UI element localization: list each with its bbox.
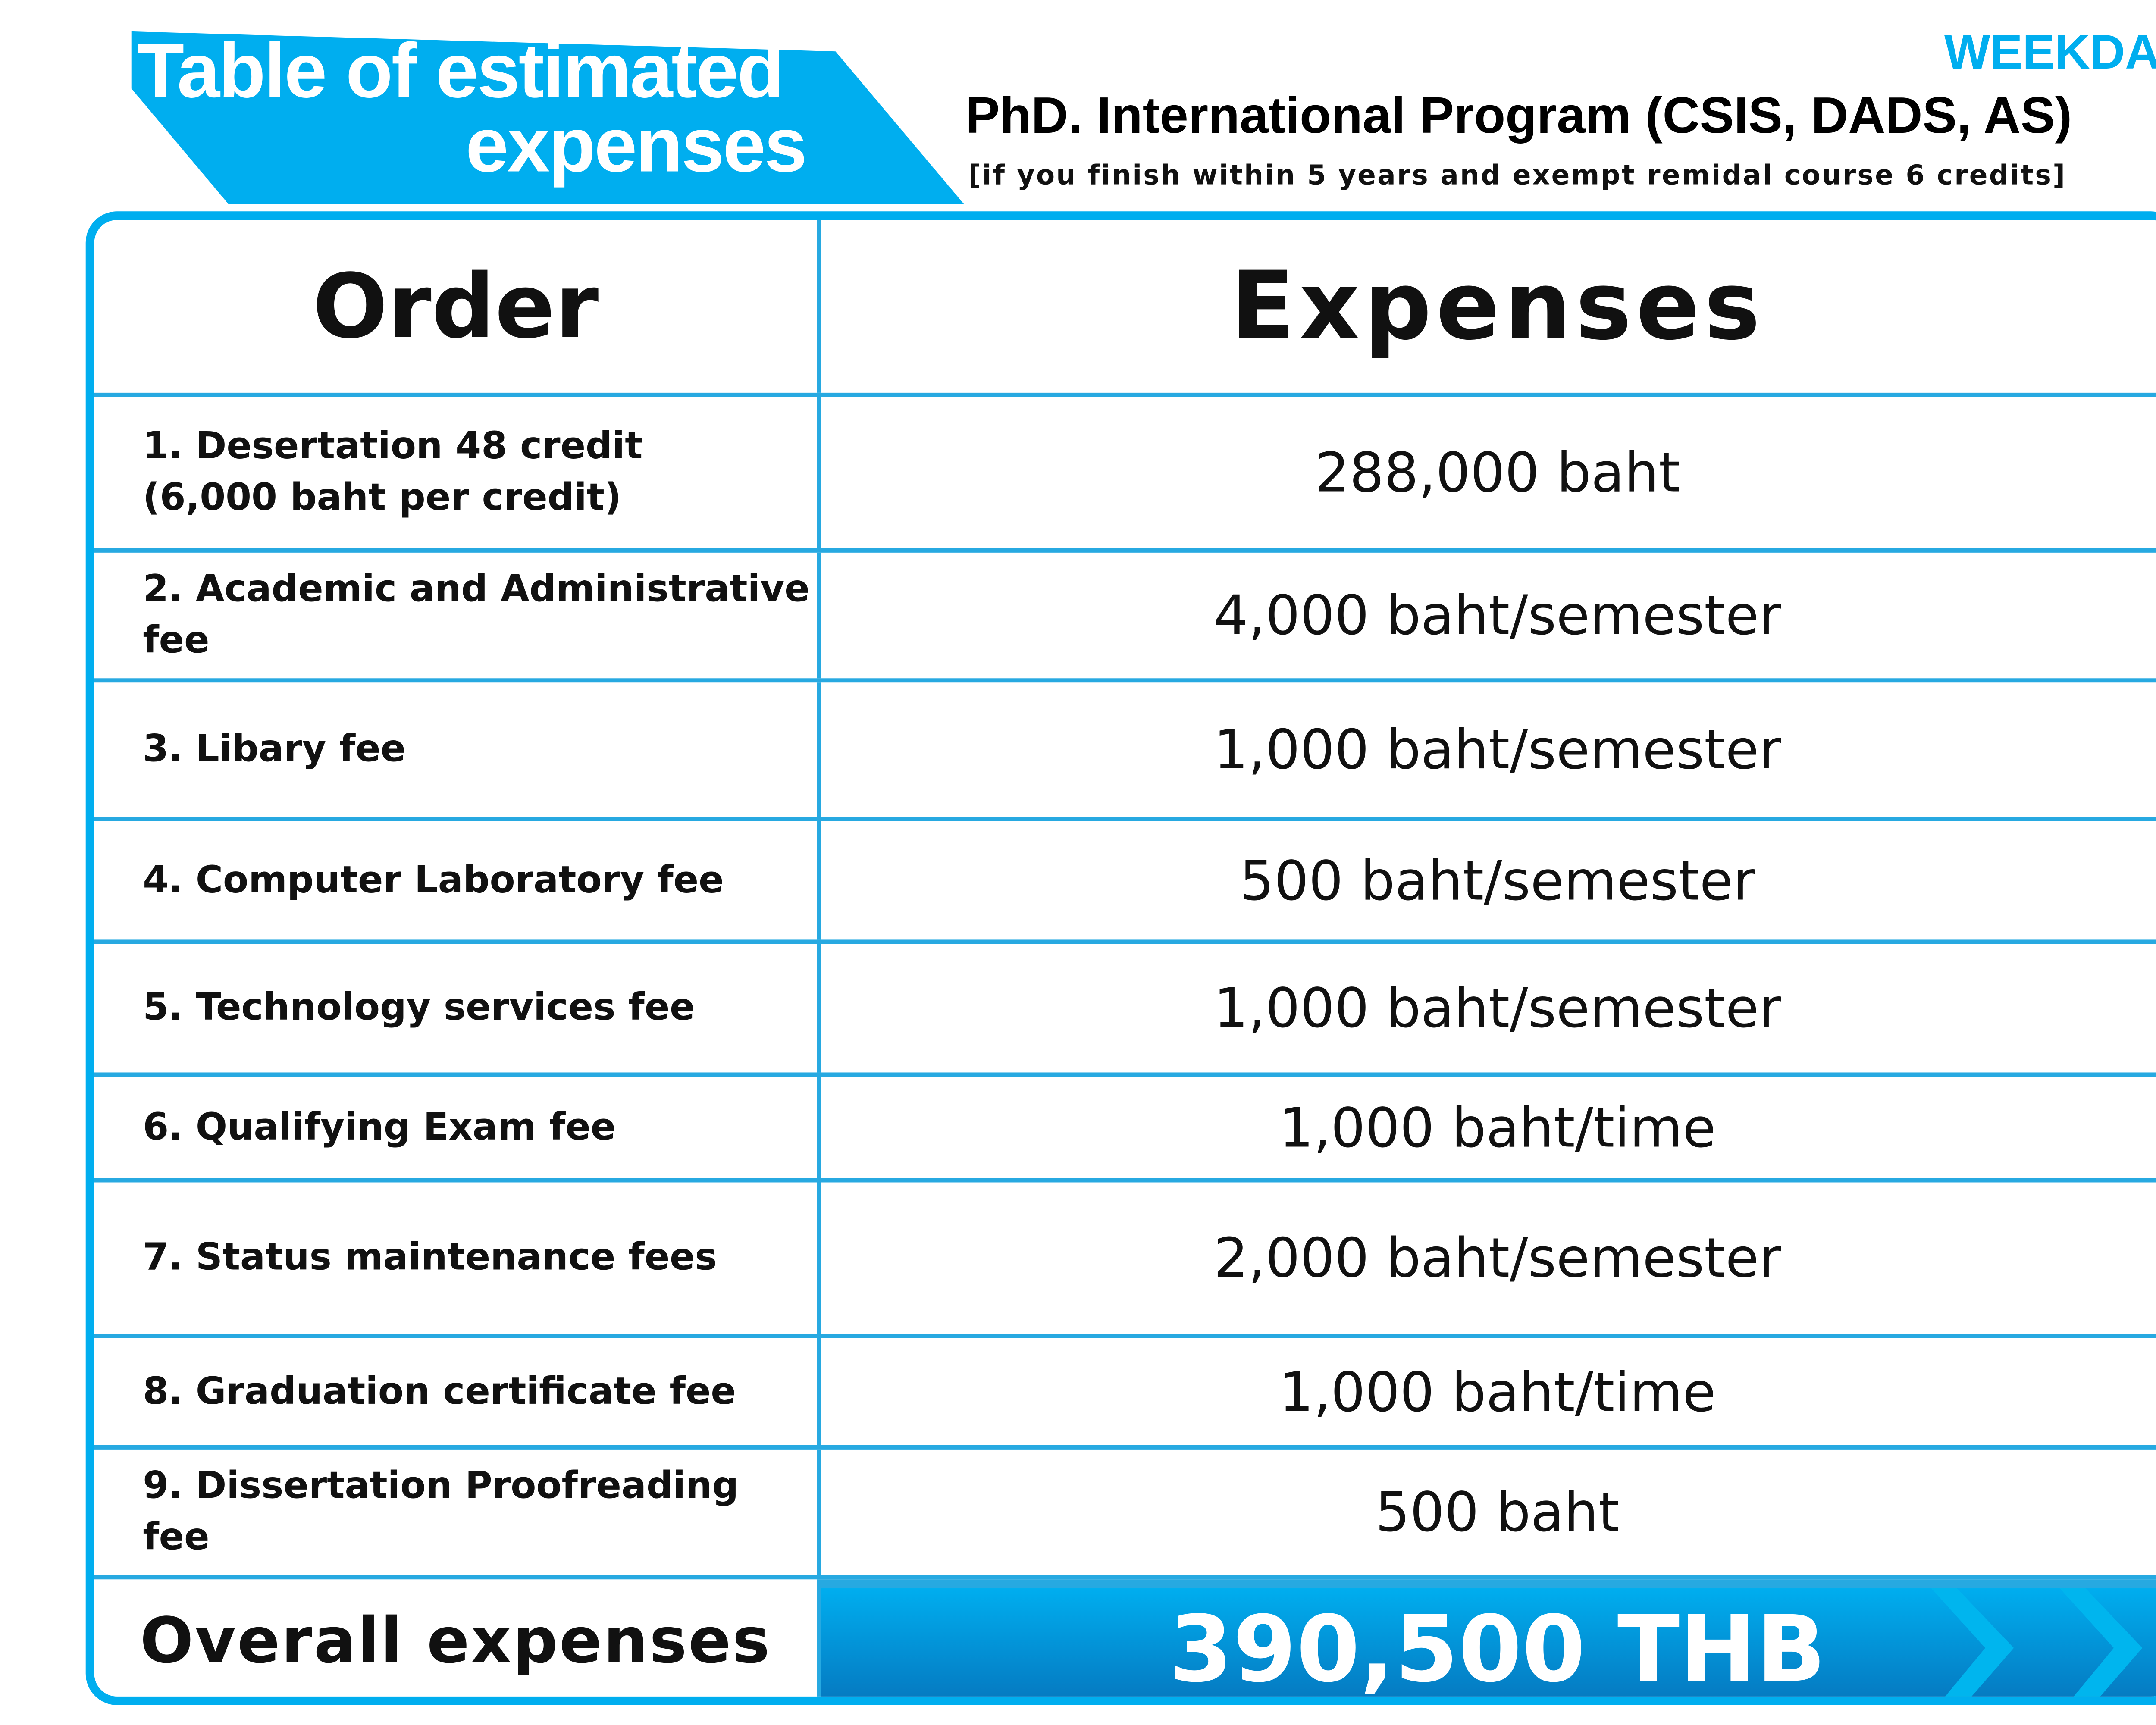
table-row: 6. Qualifying Exam fee 1,000 baht/time	[94, 1077, 2156, 1183]
schedule-label: WEEKDAY	[1944, 25, 2156, 80]
total-row: Overall expenses 390,500 THB	[94, 1579, 2156, 1704]
order-header: Order	[94, 220, 821, 393]
total-label: Overall expenses	[94, 1579, 821, 1697]
total-cell: 390,500 THB	[821, 1579, 2156, 1704]
order-sublabel: (6,000 baht per credit)	[143, 477, 622, 520]
condition-note: [if you finish within 5 years and exempt…	[968, 160, 2067, 191]
expense-value: 288,000 baht	[1315, 441, 1680, 504]
table-row: 7. Status maintenance fees 2,000 baht/se…	[94, 1182, 2156, 1338]
order-label: 1. Desertation 48 credit	[143, 426, 643, 469]
table-row: 8. Graduation certificate fee 1,000 baht…	[94, 1338, 2156, 1450]
expense-value: 1,000 baht/semester	[1213, 977, 1781, 1040]
table-row: 5. Technology services fee 1,000 baht/se…	[94, 944, 2156, 1077]
double-chevron-icon	[1931, 1588, 2143, 1697]
order-label: 5. Technology services fee	[94, 944, 821, 1073]
expense-value: 500 baht	[1375, 1481, 1620, 1544]
title-line-2: expenses	[465, 103, 807, 189]
order-label: 4. Computer Laboratory fee	[94, 821, 821, 940]
table-row: 9. Dissertation Proofreading fee 500 bah…	[94, 1449, 2156, 1580]
table-row: 3. Libary fee 1,000 baht/semester	[94, 682, 2156, 821]
table-header: Order Expenses	[94, 220, 2156, 397]
table-row: 4. Computer Laboratory fee 500 baht/seme…	[94, 821, 2156, 944]
expense-value: 1,000 baht/semester	[1213, 718, 1781, 781]
table-row: 2. Academic and Administrative fee 4,000…	[94, 552, 2156, 683]
program-name: PhD. International Program (CSIS, DADS, …	[965, 85, 2072, 144]
order-label: 8. Graduation certificate fee	[94, 1338, 821, 1445]
order-label: 2. Academic and Administrative fee	[94, 552, 821, 679]
order-label: 3. Libary fee	[94, 682, 821, 817]
order-label: 6. Qualifying Exam fee	[94, 1077, 821, 1178]
total-value: 390,500 THB	[1169, 1598, 1826, 1704]
expense-value: 2,000 baht/semester	[1213, 1227, 1781, 1290]
expenses-header: Expenses	[1230, 251, 1765, 361]
order-label: 9. Dissertation Proofreading fee	[94, 1449, 821, 1575]
table-row: 1. Desertation 48 credit (6,000 baht per …	[94, 397, 2156, 553]
expense-value: 500 baht/semester	[1239, 849, 1755, 912]
title-banner	[131, 31, 964, 204]
expense-value: 1,000 baht/time	[1279, 1360, 1716, 1423]
order-label: 7. Status maintenance fees	[94, 1182, 821, 1334]
expense-value: 1,000 baht/time	[1279, 1096, 1716, 1159]
title-line-1: Table of estimated	[137, 28, 784, 114]
expense-value: 4,000 baht/semester	[1213, 584, 1781, 647]
expenses-table: Order Expenses 1. Desertation 48 credit (…	[85, 211, 2156, 1705]
order-cell: 1. Desertation 48 credit (6,000 baht per …	[94, 397, 821, 548]
